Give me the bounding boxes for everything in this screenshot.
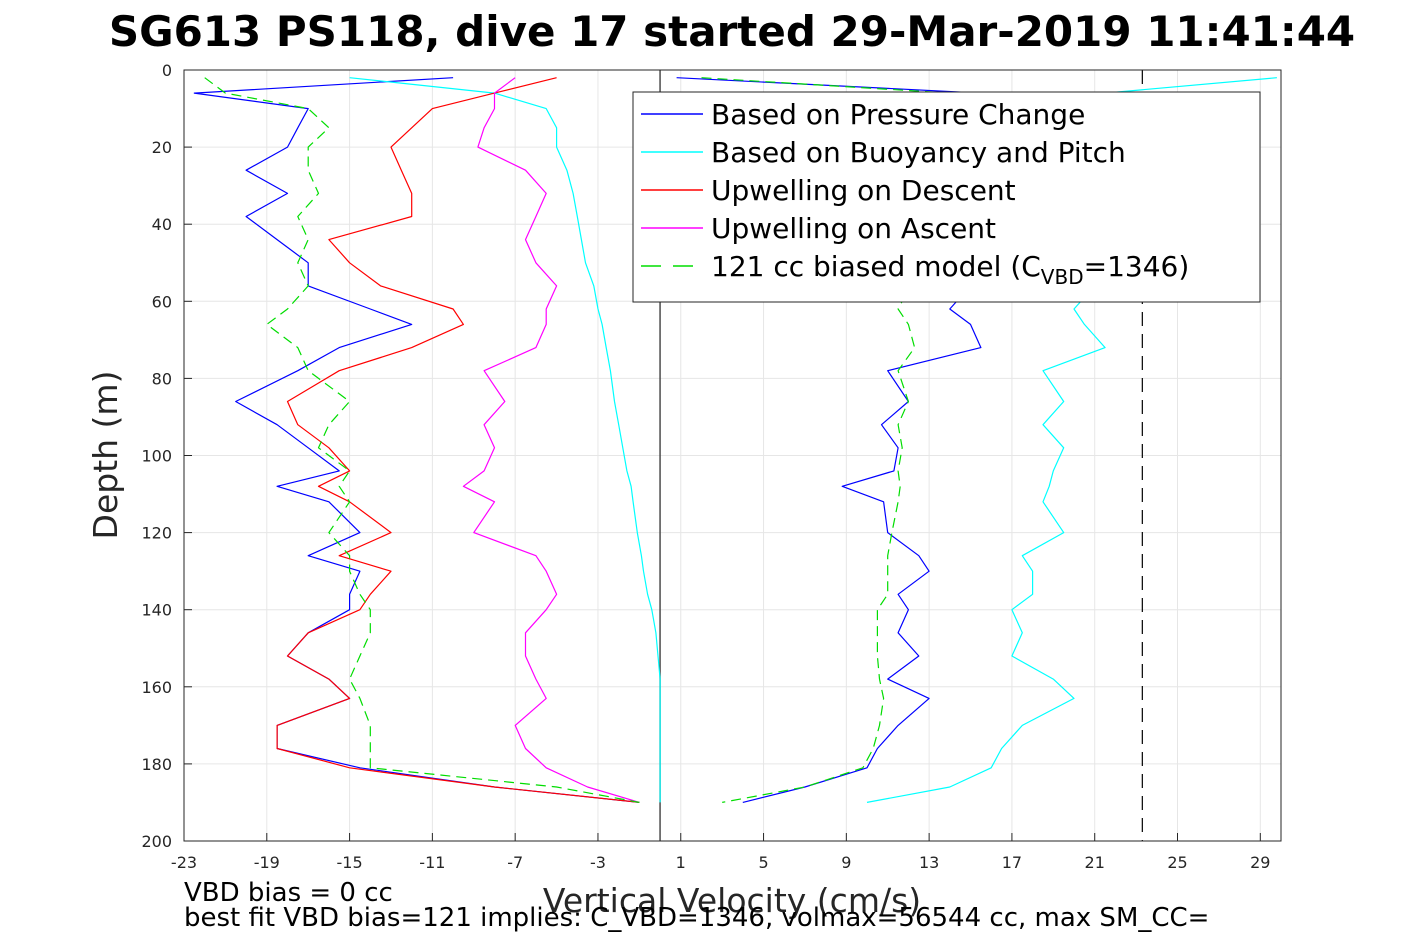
legend: Based on Pressure Change Based on Buoyanc… (632, 91, 1261, 303)
x-tick-label: -15 (337, 853, 363, 872)
x-tick-label: 25 (1167, 853, 1187, 872)
y-tick-label: 100 (141, 447, 172, 466)
x-tick-label: 29 (1250, 853, 1270, 872)
y-tick-label: 20 (152, 138, 172, 157)
legend-entry-text: 121 cc biased model (C (711, 250, 1041, 283)
legend-entry-label: Upwelling on Descent (711, 174, 1016, 207)
legend-entry-text: Upwelling on Ascent (711, 212, 996, 245)
legend-entry-label: Based on Pressure Change (711, 98, 1085, 131)
y-tick-label: 200 (141, 832, 172, 851)
y-axis-label: Depth (m) (86, 371, 125, 540)
y-tick-label: 0 (162, 61, 172, 80)
series-line-121-cc-biased-model-c-ascent (701, 77, 957, 803)
legend-entry-text: Based on Pressure Change (711, 98, 1085, 131)
legend-entry-text: Upwelling on Descent (711, 174, 1016, 207)
legend-entry-text: Based on Buoyancy and Pitch (711, 136, 1126, 169)
series-line-based-on-buoyancy-and-pitch-descent (349, 77, 661, 803)
y-tick-label: 140 (141, 601, 172, 620)
x-tick-label: -23 (171, 853, 197, 872)
legend-entry-label: Upwelling on Ascent (711, 212, 996, 245)
x-tick-label: 1 (676, 853, 686, 872)
x-tick-label: 9 (841, 853, 851, 872)
x-tick-label: 5 (758, 853, 768, 872)
y-tick-label: 80 (152, 369, 172, 388)
x-tick-label: 17 (1002, 853, 1022, 872)
chart-title: SG613 PS118, dive 17 started 29-Mar-2019… (109, 7, 1355, 56)
legend-box (632, 91, 1261, 303)
x-tick-label: -11 (419, 853, 445, 872)
series-line-upwelling-on-descent (276, 77, 640, 803)
y-tick-label: 60 (152, 292, 172, 311)
x-tick-label: 13 (919, 853, 939, 872)
footer-vbd-bias: VBD bias = 0 cc (184, 878, 393, 908)
x-tick-label: -3 (590, 853, 606, 872)
legend-entry-suffix: =1346) (1084, 250, 1190, 283)
x-tick-label: -7 (507, 853, 523, 872)
legend-entry-label: 121 cc biased model (CVBD=1346) (711, 250, 1189, 289)
y-tick-label: 40 (152, 215, 172, 234)
series-line-121-cc-biased-model-c-descent (204, 77, 640, 803)
series-line-upwelling-on-ascent (462, 77, 640, 803)
x-axis-label: Vertical Velocity (cm/s) (543, 881, 921, 920)
y-tick-label: 160 (141, 678, 172, 697)
y-tick-label: 120 (141, 524, 172, 543)
y-tick-label: 180 (141, 755, 172, 774)
legend-entry-subscript: VBD (1041, 265, 1084, 289)
x-tick-label: 21 (1085, 853, 1105, 872)
x-tick-label: -19 (254, 853, 280, 872)
axis-ticks: -23 -19 -15 -11 -7 -3 1 5 9 13 17 21 25 29 0 20 40 60 80 10… (141, 61, 1270, 872)
footer-best-fit: best fit VBD bias=121 implies: C_VBD=134… (184, 903, 1210, 933)
legend-entry-label: Based on Buoyancy and Pitch (711, 136, 1126, 169)
